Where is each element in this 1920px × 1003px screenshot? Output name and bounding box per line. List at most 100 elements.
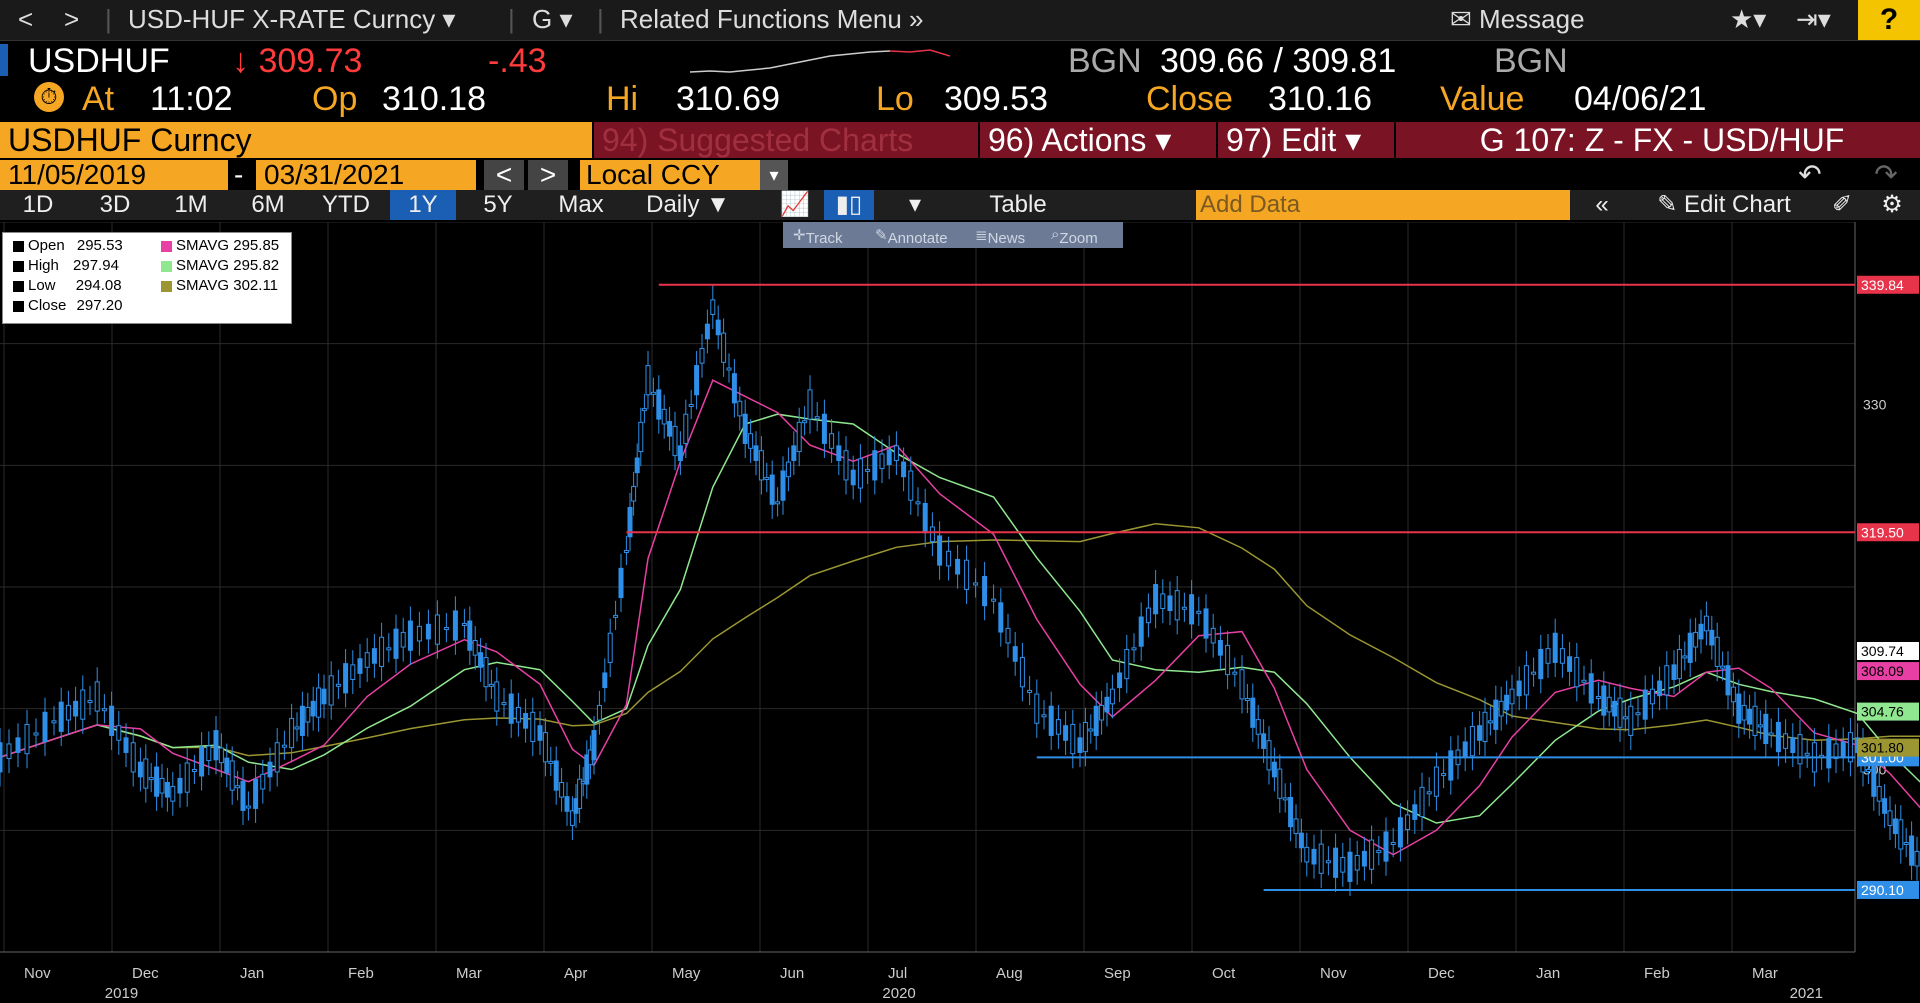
candle-body [1903,842,1909,845]
candle-body [1063,725,1069,741]
candle-body [530,711,536,743]
candle-body [229,760,235,791]
security-field[interactable]: USDHUF Curncy [0,122,592,158]
open-value: 310.18 [382,80,486,118]
range-button-5y[interactable]: 5Y [483,191,513,218]
chevron-down-icon[interactable]: ▾ [760,160,788,190]
candle-body [281,744,287,748]
line-chart-icon[interactable]: 📈 [780,191,810,218]
net-change: -.43 [488,42,547,80]
candle-body [407,620,413,651]
annotate-icon[interactable]: ✐ [1831,191,1853,218]
gear-icon[interactable]: ⚙ [1881,191,1903,218]
table-button[interactable]: Table [989,191,1047,218]
redo-icon[interactable]: ↷ [1874,159,1898,190]
price-chart[interactable]: 300330NovDecJanFebMarAprMayJunJulAugSepO… [0,222,1920,1003]
edit-chart-button[interactable]: ✎ Edit Chart [1634,190,1814,220]
range-button-ytd[interactable]: YTD [322,191,370,218]
candle-body [872,450,878,481]
candle-body [488,683,494,687]
prev-period-button[interactable]: < [484,160,524,190]
candle-body [443,627,449,631]
edit-menu[interactable]: 97) Edit ▾ [1218,122,1394,158]
next-period-button[interactable]: > [528,160,568,190]
add-data-input[interactable]: Add Data [1196,190,1570,220]
candle-body [386,647,392,651]
range-button-max[interactable]: Max [558,191,604,218]
candle-body [1361,850,1367,867]
bid-ask: 309.66 / 309.81 [1160,42,1397,80]
period-select[interactable]: Daily ▼ [646,191,730,218]
candle-body [775,501,781,505]
high-value: 310.69 [676,80,780,118]
range-button-6m[interactable]: 6M [251,191,285,218]
candle-body [1892,818,1898,835]
candle-body [1909,835,1915,866]
candle-body [802,420,808,424]
annotate-tool[interactable]: ✎ Annotate [875,227,948,247]
annotate-label: Annotate [887,230,948,247]
candle-body [213,730,219,761]
function-menu[interactable]: G ▾ [532,4,573,34]
candle-body [1725,665,1731,696]
x-tick-label: Sep [1104,965,1131,982]
candle-body [1441,773,1447,777]
end-date-input[interactable]: 03/31/2021 [256,160,476,190]
undo-icon[interactable]: ↶ [1798,159,1822,190]
candle-body [1376,850,1382,854]
candle-body [1419,786,1425,818]
candle-body [350,664,356,680]
candle-body [94,681,100,712]
track-tool[interactable]: ✛ Track [793,227,843,247]
candle-body [1277,768,1283,799]
candle-body [494,681,500,712]
candle-body [1333,847,1339,878]
candle-body [425,623,431,640]
range-button-1d[interactable]: 1D [22,191,54,218]
candle-body [710,299,716,315]
candle-body [1203,608,1209,639]
candle-body [294,726,300,730]
x-tick-label: Oct [1212,965,1236,982]
candle-body [613,614,619,618]
x-tick-label: Jan [240,965,264,982]
candle-body [393,628,399,659]
forward-button[interactable]: > [64,4,80,34]
candle-chart-icon[interactable]: ▮▯ [824,190,874,220]
candle-body [199,746,205,777]
candle-body [1768,732,1774,736]
candle-body [1664,665,1670,696]
candle-body [1840,741,1846,758]
news-tool[interactable]: ≣ News [975,227,1026,247]
candle-body [289,717,295,749]
candle-body [1174,590,1180,621]
close-label: Close [1146,80,1233,118]
collapse-icon[interactable]: « [1595,191,1609,218]
security-menu[interactable]: USD-HUF X-RATE Curncy ▾ [128,4,456,34]
last-value-tag [1857,702,1919,721]
back-button[interactable]: < [18,4,34,34]
related-functions-menu[interactable]: Related Functions Menu » [620,4,924,34]
message-button[interactable]: ✉ Message [1450,4,1585,35]
candle-body [758,450,764,481]
export-icon[interactable]: ⇥▾ [1796,4,1831,34]
start-date-input[interactable]: 11/05/2019 [0,160,228,190]
candle-body [1635,712,1641,716]
range-button-1m[interactable]: 1M [174,191,208,218]
actions-menu[interactable]: 96) Actions ▾ [980,122,1216,158]
zoom-tool[interactable]: ⌕ Zoom [1051,226,1098,247]
legend-low: Low 294.08 [13,277,122,294]
suggested-charts-button[interactable]: 94) Suggested Charts [594,122,978,158]
chart-type-chevron-icon[interactable]: ▾ [908,191,922,218]
candle-body [1523,665,1529,696]
range-toolbar: 1D 3D 1M 6M YTD 1Y 5Y Max Daily ▼ 📈 ▮▯ ▾ Table … [0,190,1920,220]
candle-body [1567,656,1573,672]
candle-body [1617,697,1623,728]
range-button-3d[interactable]: 3D [99,191,131,218]
candle-body [1088,728,1094,732]
help-button[interactable]: ? [1858,0,1920,40]
range-button-1y[interactable]: 1Y [390,190,456,220]
function-menu-label: G [532,4,553,34]
currency-select[interactable]: Local CCY [580,160,760,190]
favorite-star-icon[interactable]: ★▾ [1730,4,1767,34]
